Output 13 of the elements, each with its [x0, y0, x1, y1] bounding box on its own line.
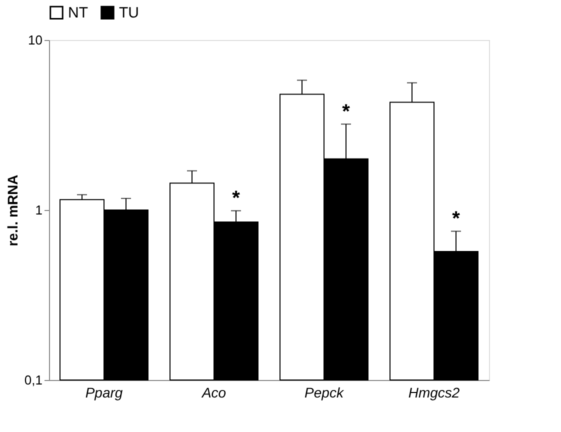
legend-label: TU — [119, 4, 139, 22]
annotation: * — [452, 208, 460, 230]
y-tick-label: 1 — [35, 202, 42, 218]
annotation: * — [342, 101, 350, 124]
x-tick-label: Aco — [200, 384, 226, 400]
y-tick-label: 10 — [28, 32, 42, 48]
x-tick-label: Pparg — [85, 384, 123, 400]
legend-label: NT — [68, 4, 88, 22]
x-tick-label: Pepck — [304, 384, 344, 400]
y-tick-label: 0,1 — [24, 372, 42, 388]
y-axis-title: re.l. mRNA — [4, 174, 20, 246]
x-tick-label: Hmgcs2 — [408, 384, 460, 400]
annotation: * — [232, 188, 240, 210]
